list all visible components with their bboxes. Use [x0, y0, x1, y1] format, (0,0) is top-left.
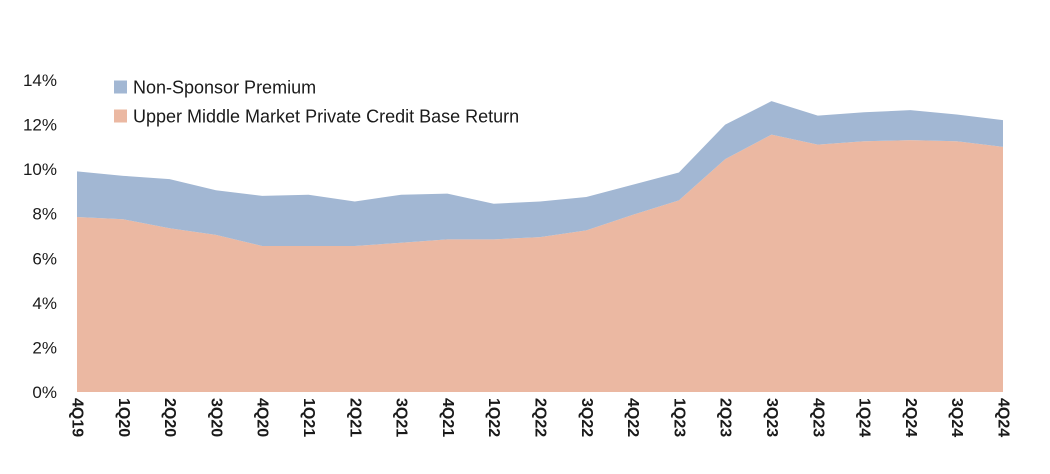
y-tick-label: 2% [32, 338, 57, 357]
x-tick-label: 3Q24 [948, 398, 965, 437]
x-tick-label: 1Q22 [485, 398, 502, 437]
x-axis: 4Q19 1Q20 2Q20 3Q20 4Q20 1Q21 2Q21 3Q21 4Q21 1Q22… [69, 398, 1012, 437]
area-upper-middle-market-private-credit-base-return [77, 134, 1003, 392]
area-non-sponsor-premium [77, 101, 1003, 247]
y-tick-label: 10% [23, 160, 57, 179]
x-tick-label: 3Q21 [393, 398, 410, 437]
x-tick-label: 2Q22 [532, 398, 549, 437]
legend-label: Upper Middle Market Private Credit Base … [133, 107, 519, 127]
y-tick-label: 0% [32, 383, 57, 402]
y-tick-label: 8% [32, 205, 57, 224]
x-tick-label: 4Q24 [995, 398, 1012, 437]
legend-swatch [114, 80, 127, 94]
x-tick-label: 3Q23 [763, 398, 780, 437]
x-tick-label: 1Q20 [115, 398, 132, 437]
x-tick-label: 4Q19 [69, 398, 86, 437]
legend-swatch [114, 109, 127, 123]
series-areas [77, 101, 1003, 392]
y-tick-label: 4% [32, 294, 57, 313]
x-tick-label: 2Q24 [902, 398, 919, 437]
y-tick-label: 14% [23, 71, 57, 90]
x-tick-label: 4Q21 [439, 398, 456, 437]
x-tick-label: 4Q20 [254, 398, 271, 437]
x-tick-label: 4Q22 [624, 398, 641, 437]
x-tick-label: 1Q23 [670, 398, 687, 437]
x-tick-label: 1Q24 [856, 398, 873, 437]
x-tick-label: 1Q21 [300, 398, 317, 437]
legend: Non-Sponsor Premium Upper Middle Market P… [114, 78, 519, 127]
x-tick-label: 4Q23 [809, 398, 826, 437]
x-tick-label: 2Q20 [161, 398, 178, 437]
legend-label: Non-Sponsor Premium [133, 78, 316, 98]
y-tick-label: 12% [23, 116, 57, 135]
x-tick-label: 2Q21 [346, 398, 363, 437]
y-tick-label: 6% [32, 249, 57, 268]
y-axis: 0% 2% 4% 6% 8% 10% 12% 14% [23, 71, 57, 402]
x-tick-label: 3Q20 [207, 398, 224, 437]
x-tick-label: 2Q23 [717, 398, 734, 437]
x-tick-label: 3Q22 [578, 398, 595, 437]
